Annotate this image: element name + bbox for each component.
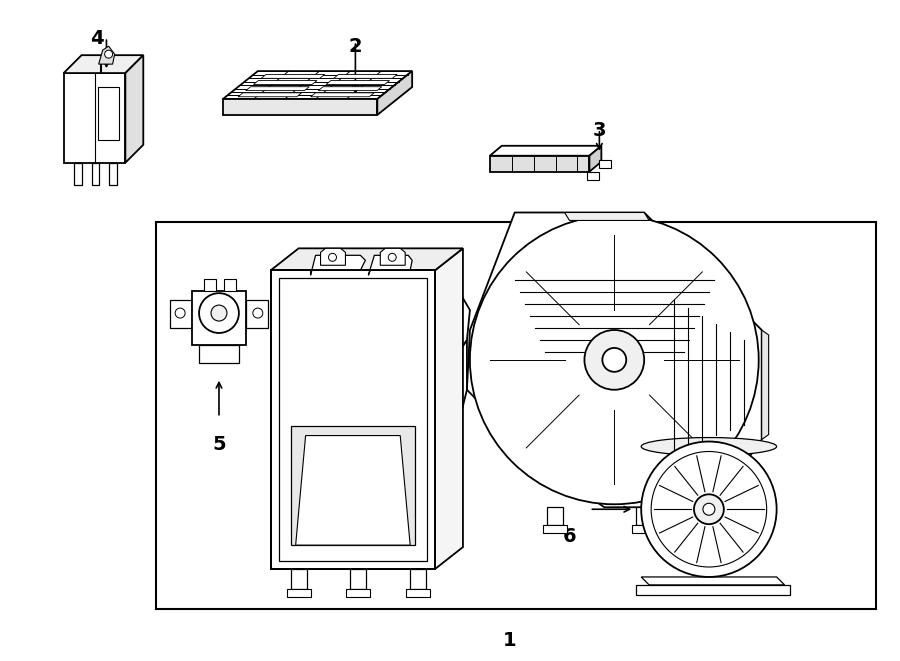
Text: 1: 1	[503, 631, 517, 650]
Circle shape	[544, 290, 684, 430]
Polygon shape	[599, 160, 611, 168]
Polygon shape	[320, 249, 346, 265]
Polygon shape	[279, 278, 428, 561]
Polygon shape	[590, 146, 601, 172]
Polygon shape	[686, 449, 702, 467]
Circle shape	[388, 253, 396, 261]
Polygon shape	[223, 71, 412, 99]
Polygon shape	[641, 577, 785, 585]
Circle shape	[470, 215, 759, 504]
Polygon shape	[410, 569, 426, 589]
Circle shape	[703, 503, 715, 515]
Text: 5: 5	[212, 434, 226, 453]
Polygon shape	[310, 93, 374, 97]
Polygon shape	[381, 249, 405, 265]
Polygon shape	[287, 589, 310, 597]
Polygon shape	[64, 73, 125, 163]
Polygon shape	[490, 156, 590, 172]
Polygon shape	[435, 249, 463, 569]
Text: 4: 4	[90, 29, 104, 48]
Polygon shape	[64, 55, 143, 73]
Polygon shape	[632, 525, 656, 533]
Polygon shape	[543, 525, 566, 533]
Polygon shape	[467, 212, 761, 507]
Circle shape	[694, 494, 724, 524]
Circle shape	[505, 251, 724, 469]
Polygon shape	[170, 300, 192, 328]
Circle shape	[641, 442, 777, 577]
Circle shape	[253, 308, 263, 318]
Circle shape	[176, 308, 185, 318]
Polygon shape	[636, 585, 789, 595]
Polygon shape	[291, 426, 415, 545]
Polygon shape	[546, 507, 562, 525]
Circle shape	[525, 270, 704, 449]
Polygon shape	[271, 249, 463, 270]
Text: 2: 2	[348, 37, 362, 56]
Circle shape	[652, 451, 767, 567]
Polygon shape	[346, 589, 370, 597]
Polygon shape	[564, 212, 649, 221]
Polygon shape	[761, 330, 769, 440]
Polygon shape	[192, 291, 246, 345]
Polygon shape	[74, 163, 82, 184]
Text: 3: 3	[592, 121, 606, 140]
Polygon shape	[223, 99, 377, 115]
Circle shape	[199, 293, 238, 333]
Polygon shape	[254, 81, 317, 85]
Polygon shape	[271, 270, 435, 569]
Polygon shape	[334, 75, 397, 79]
Circle shape	[485, 231, 743, 489]
Polygon shape	[588, 172, 599, 180]
Polygon shape	[246, 87, 310, 91]
Polygon shape	[246, 300, 268, 328]
Polygon shape	[406, 589, 430, 597]
Circle shape	[328, 253, 337, 261]
Polygon shape	[435, 298, 470, 390]
Circle shape	[564, 310, 664, 410]
Polygon shape	[238, 93, 302, 97]
Polygon shape	[261, 75, 325, 79]
Polygon shape	[110, 163, 117, 184]
Polygon shape	[224, 279, 236, 291]
Polygon shape	[368, 255, 412, 275]
Circle shape	[602, 348, 626, 372]
Text: 6: 6	[562, 527, 576, 546]
Polygon shape	[326, 81, 390, 85]
Polygon shape	[435, 340, 467, 519]
Circle shape	[211, 305, 227, 321]
Polygon shape	[199, 345, 238, 363]
Polygon shape	[310, 255, 365, 275]
Polygon shape	[291, 569, 307, 589]
Polygon shape	[636, 507, 652, 525]
Polygon shape	[490, 146, 601, 156]
Circle shape	[584, 330, 644, 390]
Polygon shape	[92, 163, 100, 184]
Polygon shape	[319, 87, 382, 91]
Polygon shape	[204, 279, 216, 291]
Polygon shape	[682, 467, 706, 475]
Polygon shape	[377, 71, 412, 115]
Polygon shape	[350, 569, 366, 589]
Circle shape	[104, 50, 112, 58]
Polygon shape	[296, 436, 410, 545]
Bar	[157, 223, 877, 609]
Bar	[97, 87, 119, 140]
Polygon shape	[125, 55, 143, 163]
Polygon shape	[99, 46, 114, 64]
Ellipse shape	[641, 438, 777, 455]
